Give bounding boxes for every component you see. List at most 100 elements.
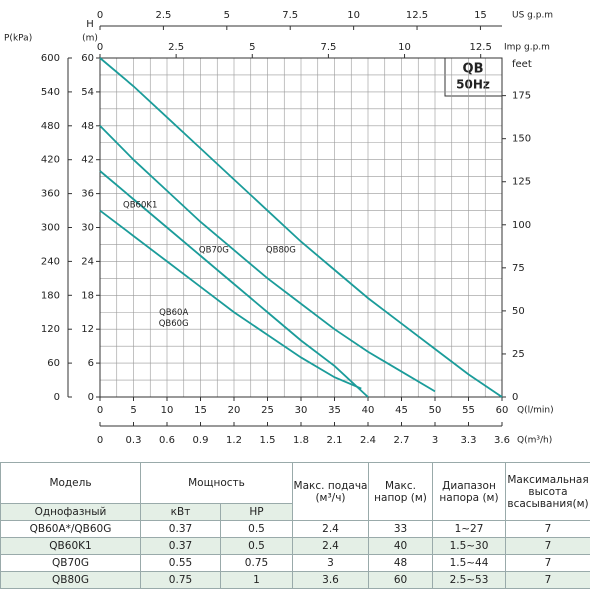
tick-label: 10 bbox=[347, 10, 360, 21]
table-cell: QB70G bbox=[0, 554, 141, 572]
tick-label: 150 bbox=[512, 134, 531, 145]
tick-label: 3.3 bbox=[461, 435, 477, 446]
tick-label: 2.5 bbox=[168, 42, 184, 53]
x-label: Q(l/min) bbox=[517, 406, 554, 416]
x-tick-label: 20 bbox=[228, 405, 241, 416]
tick-label: 5 bbox=[249, 42, 255, 53]
m3h-label: Q(m³/h) bbox=[517, 436, 552, 446]
tick-label: 7.5 bbox=[320, 42, 336, 53]
tick-label: 540 bbox=[41, 87, 60, 98]
imp-label: Imp g.p.m bbox=[504, 43, 550, 53]
tick-label: 12.5 bbox=[406, 10, 428, 21]
table-cell: 0.37 bbox=[140, 520, 221, 538]
table-cell: QB60K1 bbox=[0, 537, 141, 555]
table-cell: 0.55 bbox=[140, 554, 221, 572]
y-tick-label: 24 bbox=[81, 256, 94, 267]
curve-label: QB60G bbox=[159, 319, 189, 329]
curve bbox=[99, 57, 503, 398]
table-row: QB60A*/QB60G 0.37 0.5 2.4 33 1~27 7 bbox=[0, 520, 590, 538]
tick-label: 120 bbox=[41, 324, 60, 335]
tick-label: 300 bbox=[41, 223, 60, 234]
table-body: QB60A*/QB60G 0.37 0.5 2.4 33 1~27 7 QB60K1 0.37 0… bbox=[0, 520, 590, 589]
table-cell: 1 bbox=[220, 571, 293, 589]
tick-label: 600 bbox=[41, 53, 60, 64]
table-row: QB80G 0.75 1 3.6 60 2.5~53 7 bbox=[0, 571, 590, 589]
th: Модель bbox=[0, 462, 141, 504]
table-cell: 1~27 bbox=[432, 520, 506, 538]
tick-label: 420 bbox=[41, 155, 60, 166]
y-tick-label: 30 bbox=[81, 223, 94, 234]
th: Диапазон напора (м) bbox=[432, 462, 506, 521]
table-cell: 0.37 bbox=[140, 537, 221, 555]
y-tick-label: 18 bbox=[81, 290, 94, 301]
tick-label: 240 bbox=[41, 256, 60, 267]
table-cell: 40 bbox=[368, 537, 433, 555]
tick-label: 480 bbox=[41, 121, 60, 132]
tick-label: 2.7 bbox=[394, 435, 410, 446]
table-cell: 7 bbox=[505, 537, 590, 555]
tick-label: 0 bbox=[97, 10, 103, 21]
x-tick-label: 5 bbox=[130, 405, 136, 416]
table-cell: 33 bbox=[368, 520, 433, 538]
tick-label: 75 bbox=[512, 263, 525, 274]
tick-label: 1.5 bbox=[260, 435, 276, 446]
tick-label: 0.6 bbox=[159, 435, 175, 446]
tick-label: 100 bbox=[512, 220, 531, 231]
table-cell: 2.4 bbox=[292, 520, 369, 538]
table-cell: 2.4 bbox=[292, 537, 369, 555]
table-cell: 0.5 bbox=[220, 537, 293, 555]
y-unit: (m) bbox=[82, 34, 98, 44]
table-cell: 2.5~53 bbox=[432, 571, 506, 589]
x-tick-label: 25 bbox=[261, 405, 274, 416]
p-label: P(kPa) bbox=[4, 34, 32, 44]
tick-label: 125 bbox=[512, 177, 531, 188]
table-cell: 0.5 bbox=[220, 520, 293, 538]
table-cell: 1.5~30 bbox=[432, 537, 506, 555]
tick-label: 3.6 bbox=[494, 435, 510, 446]
curve bbox=[99, 125, 436, 393]
y-tick-label: 48 bbox=[81, 121, 94, 132]
x-tick-label: 15 bbox=[194, 405, 207, 416]
tick-label: 5 bbox=[224, 10, 230, 21]
tick-label: 0 bbox=[97, 435, 103, 446]
tick-label: 7.5 bbox=[282, 10, 298, 21]
tick-label: 12.5 bbox=[470, 42, 492, 53]
curve-label: QB60K1 bbox=[123, 200, 157, 210]
th: Мощность bbox=[140, 462, 293, 504]
table-cell: 3 bbox=[292, 554, 369, 572]
tick-label: 10 bbox=[398, 42, 411, 53]
table-cell: 7 bbox=[505, 520, 590, 538]
tick-label: 2.1 bbox=[327, 435, 343, 446]
y-label: H bbox=[86, 19, 94, 30]
curve-label: QB60A bbox=[159, 308, 188, 318]
tick-label: 0 bbox=[512, 392, 518, 403]
tick-label: 3 bbox=[432, 435, 438, 446]
th: HP bbox=[220, 503, 293, 521]
tick-label: 0.3 bbox=[126, 435, 142, 446]
tick-label: 60 bbox=[47, 358, 60, 369]
table-cell: 7 bbox=[505, 571, 590, 589]
chart-title: QB bbox=[463, 62, 484, 77]
x-tick-label: 30 bbox=[295, 405, 308, 416]
x-tick-label: 60 bbox=[496, 405, 509, 416]
tick-label: 1.2 bbox=[226, 435, 242, 446]
table-cell: 0.75 bbox=[220, 554, 293, 572]
tick-label: 0 bbox=[54, 392, 60, 403]
curve-label: QB70G bbox=[199, 246, 229, 256]
th: Макс. подача (м³/ч) bbox=[292, 462, 369, 521]
tick-label: 175 bbox=[512, 91, 531, 102]
tick-label: 180 bbox=[41, 290, 60, 301]
title-box bbox=[444, 57, 503, 97]
table-cell: 7 bbox=[505, 554, 590, 572]
y-tick-label: 36 bbox=[81, 189, 94, 200]
table-cell: 1.5~44 bbox=[432, 554, 506, 572]
tick-label: 2.4 bbox=[360, 435, 376, 446]
th: Макс. напор (м) bbox=[368, 462, 433, 521]
tick-label: 2.5 bbox=[155, 10, 171, 21]
curve bbox=[99, 170, 369, 398]
x-tick-label: 35 bbox=[328, 405, 341, 416]
chart-subtitle: 50Hz bbox=[456, 78, 490, 92]
x-tick-label: 0 bbox=[97, 405, 103, 416]
